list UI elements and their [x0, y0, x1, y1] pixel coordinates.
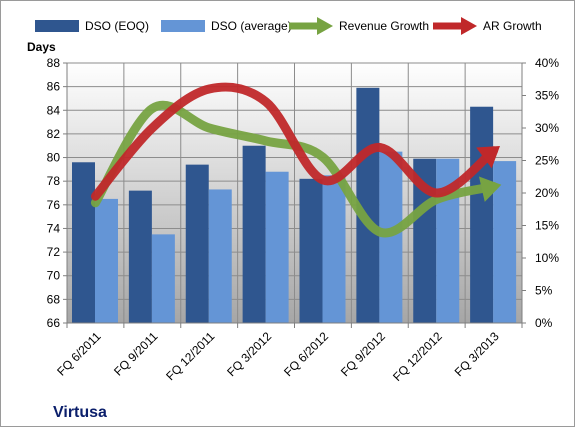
bar-dso-average — [208, 189, 232, 323]
bar-dso-eoq — [299, 178, 323, 323]
x-tick-label: FQ 3/2012 — [224, 329, 274, 379]
x-tick-label: FQ 12/2011 — [163, 329, 217, 383]
y-left-tick-label: 74 — [47, 221, 61, 235]
legend: DSO (EOQ) DSO (average) Revenue Growth AR G… — [35, 17, 542, 35]
y-left-tick-label: 80 — [47, 151, 61, 165]
legend-swatch-dso-eoq- — [35, 20, 79, 32]
bar-dso-average — [151, 234, 175, 323]
y-left-tick-label: 86 — [47, 80, 61, 94]
y-right-tick-label: 35% — [535, 89, 559, 103]
x-tick-label: FQ 6/2012 — [281, 329, 331, 379]
x-tick-label: FQ 9/2012 — [338, 329, 388, 379]
bar-dso-average — [493, 161, 517, 323]
y-left-tick-label: 70 — [47, 269, 61, 283]
legend-label-dso-eoq-: DSO (EOQ) — [85, 19, 149, 33]
y-right-tick-label: 25% — [535, 154, 559, 168]
bar-dso-average — [95, 198, 118, 323]
company-label: Virtusa — [53, 404, 107, 421]
bar-dso-eoq — [72, 162, 95, 323]
legend-label-dso-average-: DSO (average) — [211, 19, 292, 33]
legend-label-ar-growth: AR Growth — [483, 19, 542, 33]
bar-dso-eoq — [242, 145, 266, 323]
y-right-tick-label: 30% — [535, 121, 559, 135]
y-left-tick-label: 66 — [47, 316, 61, 330]
x-tick-label: FQ 9/2011 — [111, 329, 161, 379]
legend-arrow-revenue-growth — [317, 17, 333, 35]
line-ar-growth — [90, 82, 499, 201]
bar-dso-average — [322, 175, 346, 323]
y-right-tick-label: 5% — [535, 284, 553, 298]
bar-dso-eoq — [128, 190, 152, 323]
lines-layer — [90, 82, 502, 238]
y-right-tick-label: 20% — [535, 186, 559, 200]
y-right-tick-label: 0% — [535, 316, 553, 330]
x-tick-label: FQ 12/2012 — [390, 329, 445, 384]
bar-dso-eoq — [470, 106, 494, 324]
y-left-tick-label: 72 — [47, 245, 61, 259]
y-right-tick-label: 10% — [535, 251, 559, 265]
bar-dso-eoq — [185, 164, 209, 323]
bars-layer — [72, 87, 517, 324]
y-left-tick-label: 88 — [47, 56, 61, 70]
x-tick-label: FQ 6/2011 — [54, 329, 104, 379]
y-left-tick-label: 84 — [47, 103, 61, 117]
arrowhead-revenue-growth — [478, 176, 502, 202]
y-left-tick-label: 68 — [47, 292, 61, 306]
legend-swatch-dso-average- — [161, 20, 205, 32]
legend-arrow-ar-growth — [461, 17, 477, 35]
y-left-tick-label: 82 — [47, 127, 61, 141]
y-right-tick-label: 15% — [535, 219, 559, 233]
x-tick-label: FQ 3/2013 — [452, 329, 502, 379]
y-left-tick-label: 78 — [47, 174, 61, 188]
y-left-tick-label: 76 — [47, 198, 61, 212]
y-right-tick-label: 40% — [535, 56, 559, 70]
arrowhead-ar-growth — [476, 145, 500, 169]
y-axis-title: Days — [27, 40, 56, 54]
bar-dso-average — [379, 151, 403, 323]
legend-label-revenue-growth: Revenue Growth — [339, 19, 429, 33]
bar-dso-average — [265, 171, 289, 323]
